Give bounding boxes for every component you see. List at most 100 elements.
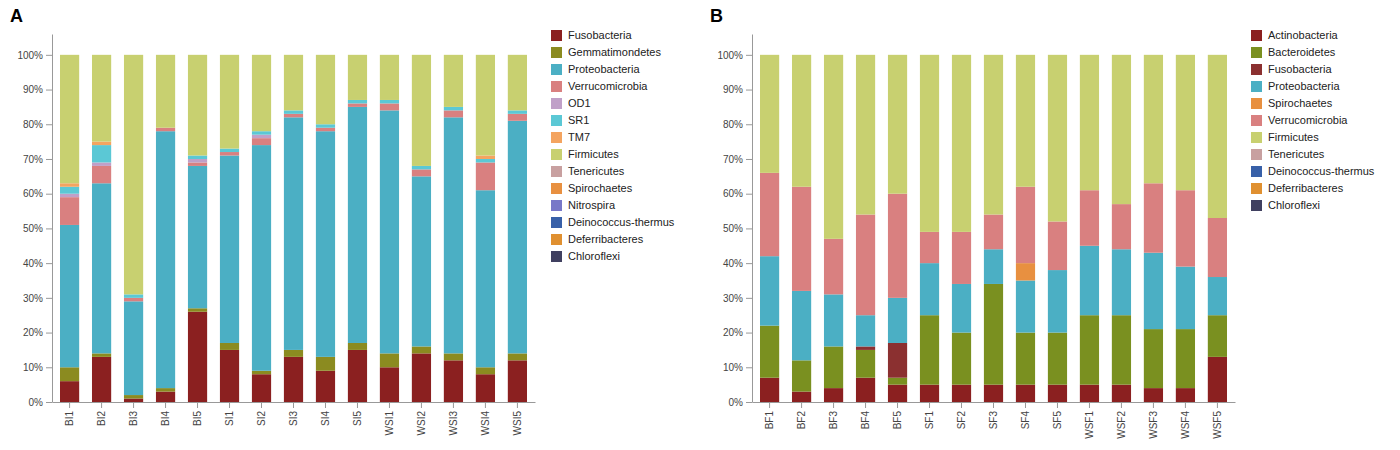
y-tick-mark: [746, 263, 752, 264]
legend-swatch: [551, 132, 562, 143]
bar-segment: [412, 346, 431, 353]
y-tick-label: 30%: [23, 293, 43, 304]
bar-segment: [380, 110, 399, 353]
x-tick: BF3: [828, 402, 839, 429]
legend-item: Deinococcus-thermus: [1251, 165, 1375, 177]
bar-segment: [220, 156, 239, 343]
y-tick-label: 70%: [23, 154, 43, 165]
y-tick-label: 50%: [723, 223, 743, 234]
bar-segment: [348, 55, 367, 100]
bar-segment: [156, 131, 175, 388]
bars: [60, 55, 527, 402]
y-tick-label: 90%: [723, 84, 743, 95]
bar-segment: [476, 367, 495, 374]
bar-segment: [348, 350, 367, 402]
x-tick: WSF3: [1148, 402, 1159, 439]
x-tick: SF4: [1020, 402, 1031, 429]
plot-area: 0%10%20%30%40%50%60%70%80%90%100%BF1BF2B…: [717, 35, 1235, 439]
x-tick-label: WSF5: [1212, 411, 1223, 439]
x-tick-label: BI2: [96, 411, 107, 426]
bar-segment: [1048, 221, 1067, 270]
bar-segment: [476, 159, 495, 162]
y-tick-mark: [746, 55, 752, 56]
x-tick: BI5: [192, 402, 203, 426]
y-tick-mark: [46, 367, 52, 368]
legend-label: Verrucomicrobia: [568, 80, 648, 92]
bar-segment: [124, 399, 143, 402]
bar-segment: [1208, 315, 1227, 357]
y-tick: 60%: [23, 188, 52, 199]
y-tick: 0%: [729, 397, 752, 408]
bar-segment: [124, 395, 143, 398]
x-tick-mark: [101, 402, 102, 408]
x-tick-mark: [325, 402, 326, 408]
bar-segment: [188, 312, 207, 402]
bar-segment: [888, 194, 907, 298]
bar-segment: [220, 149, 239, 152]
y-tick-mark: [46, 55, 52, 56]
y-tick-label: 50%: [23, 223, 43, 234]
x-tick-mark: [1153, 402, 1154, 408]
legend-swatch: [1251, 200, 1262, 211]
legend-item: Verrucomicrobia: [551, 80, 648, 92]
y-tick: 20%: [723, 327, 752, 338]
x-tick-mark: [133, 402, 134, 408]
panel: 0%10%20%30%40%50%60%70%80%90%100%BF1BF2B…: [710, 6, 1375, 439]
bar-segment: [412, 169, 431, 176]
bar-segment: [316, 131, 335, 357]
legend-item: Bacteroidetes: [1251, 46, 1336, 58]
bar-segment: [760, 173, 779, 256]
bar-segment: [1176, 267, 1195, 329]
bars: [760, 55, 1227, 402]
legend-item: Spirochaetes: [551, 182, 633, 194]
legend-item: Spirochaetes: [1251, 97, 1333, 109]
bar-segment: [1016, 263, 1035, 280]
legend-swatch: [551, 183, 562, 194]
x-tick-mark: [293, 402, 294, 408]
bar-segment: [92, 183, 111, 353]
legend-label: Firmicutes: [1268, 131, 1319, 143]
x-tick: BF2: [796, 402, 807, 429]
y-tick: 70%: [723, 154, 752, 165]
y-tick: 40%: [723, 258, 752, 269]
legend-swatch: [1251, 183, 1262, 194]
bar-segment: [1016, 55, 1035, 187]
bar-segment: [888, 343, 907, 378]
panel-title: B: [710, 6, 723, 26]
x-tick: WSF5: [1212, 402, 1223, 439]
x-tick-mark: [453, 402, 454, 408]
bar-segment: [888, 378, 907, 385]
bar-segment: [444, 117, 463, 353]
legend-item: Firmicutes: [551, 148, 619, 160]
bar-segment: [1016, 280, 1035, 332]
bar-segment: [508, 110, 527, 113]
legend-swatch: [551, 47, 562, 58]
bar-segment: [952, 284, 971, 333]
bar-segment: [60, 55, 79, 183]
bar-segment: [1016, 385, 1035, 402]
x-tick: WSF1: [1084, 402, 1095, 439]
x-tick-mark: [261, 402, 262, 408]
bar-segment: [252, 145, 271, 371]
legend-label: Firmicutes: [568, 148, 619, 160]
x-tick: WSI2: [416, 402, 427, 435]
x-tick: BI4: [160, 402, 171, 426]
legend-swatch: [551, 64, 562, 75]
legend-item: Verrucomicrobia: [1251, 114, 1348, 126]
bar-segment: [220, 152, 239, 155]
bar-segment: [984, 284, 1003, 385]
bar-segment: [92, 357, 111, 402]
bar-segment: [1080, 190, 1099, 246]
bar-segment: [348, 343, 367, 350]
bar-segment: [444, 360, 463, 402]
y-tick: 90%: [723, 84, 752, 95]
x-tick-label: WSF3: [1148, 411, 1159, 439]
x-tick: SI2: [256, 402, 267, 426]
bar-segment: [60, 187, 79, 194]
legend-label: Spirochaetes: [568, 182, 633, 194]
plot-area: 0%10%20%30%40%50%60%70%80%90%100%BI1BI2B…: [17, 35, 535, 436]
x-tick: SI3: [288, 402, 299, 426]
y-tick-mark: [746, 367, 752, 368]
y-tick: 40%: [23, 258, 52, 269]
bar-segment: [824, 294, 843, 346]
